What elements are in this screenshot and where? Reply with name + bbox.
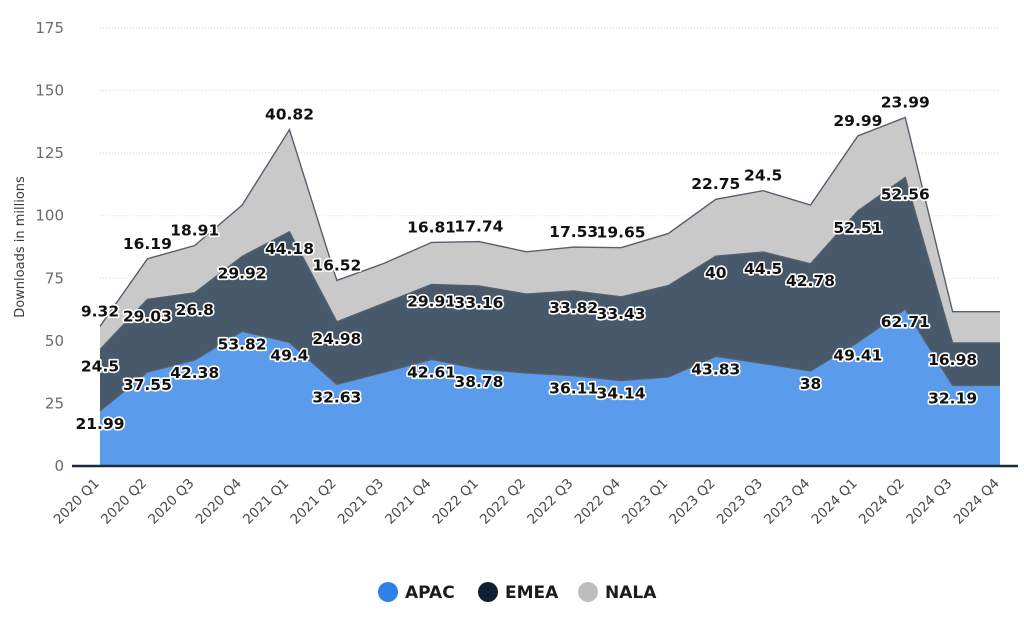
data-label: 22.75: [691, 175, 740, 193]
data-label: 16.98: [928, 351, 977, 369]
legend-swatch-nala[interactable]: [578, 582, 598, 602]
legend-label-nala[interactable]: NALA: [605, 583, 657, 603]
x-tick-label: 2021 Q1: [240, 476, 292, 528]
data-label: 24.5: [744, 167, 782, 185]
data-label: 49.41: [833, 346, 882, 364]
series-outline-nala: [99, 116, 1000, 327]
data-label: 29.03: [123, 307, 172, 325]
x-tick-label: 2020 Q3: [145, 476, 197, 528]
data-label: 43.83: [691, 360, 740, 378]
data-label: 9.32: [81, 302, 119, 320]
data-label: 44.18: [265, 240, 314, 258]
data-label: 29.91: [407, 292, 456, 310]
data-label: 53.82: [218, 335, 267, 353]
y-tick-label: 175: [35, 19, 64, 37]
x-tick-label: 2022 Q4: [572, 476, 624, 528]
x-tick-label: 2023 Q4: [761, 476, 813, 528]
chart-legend: APAC EMEA NALA: [378, 582, 657, 603]
y-axis-title: Downloads in millions: [13, 176, 28, 318]
x-tick-label: 2023 Q2: [666, 476, 718, 528]
x-tick-label: 2024 Q4: [951, 476, 1003, 528]
data-label: 37.55: [123, 376, 172, 394]
data-label: 17.53: [549, 223, 598, 241]
data-label: 38: [800, 375, 822, 393]
data-label: 62.71: [881, 313, 930, 331]
data-label: 36.11: [549, 380, 598, 398]
data-label: 40: [705, 264, 727, 282]
data-label: 26.8: [176, 301, 214, 319]
data-label: 42.78: [786, 272, 835, 290]
legend-swatch-apac[interactable]: [378, 582, 398, 602]
data-label: 29.92: [218, 264, 267, 282]
x-tick-label: 2024 Q2: [856, 476, 908, 528]
data-label: 42.61: [407, 363, 456, 381]
data-label: 16.52: [312, 256, 361, 274]
data-label: 33.43: [597, 305, 646, 323]
data-label: 40.82: [265, 106, 314, 124]
y-tick-label: 100: [35, 207, 64, 225]
data-label: 17.74: [454, 218, 503, 236]
data-label: 24.98: [312, 330, 361, 348]
area-series-group: [100, 117, 1000, 466]
series-outline-emea: [99, 176, 1000, 351]
x-tick-label: 2023 Q3: [714, 476, 766, 528]
data-label: 23.99: [881, 93, 930, 111]
x-tick-label: 2023 Q1: [619, 476, 671, 528]
y-axis-title-text: Downloads in millions: [13, 176, 28, 318]
x-tick-label: 2020 Q4: [193, 476, 245, 528]
data-label: 33.82: [549, 299, 598, 317]
x-tick-label: 2022 Q2: [477, 476, 529, 528]
y-tick-label: 150: [35, 82, 64, 100]
x-tick-label: 2022 Q3: [524, 476, 576, 528]
y-tick-label: 50: [45, 332, 64, 350]
y-tick-label: 125: [35, 144, 64, 162]
x-tick-label: 2020 Q2: [98, 476, 150, 528]
data-label: 42.38: [170, 364, 219, 382]
data-label: 18.91: [170, 222, 219, 240]
y-tick-label: 25: [45, 394, 64, 412]
legend-label-apac[interactable]: APAC: [405, 583, 455, 603]
data-label: 21.99: [75, 415, 124, 433]
y-tick-label: 75: [45, 269, 64, 287]
area-series-emea: [100, 177, 1000, 411]
legend-label-emea[interactable]: EMEA: [505, 583, 559, 603]
y-tick-label: 0: [54, 457, 64, 475]
data-label: 44.5: [744, 260, 782, 278]
data-label: 38.78: [454, 373, 503, 391]
data-label: 34.14: [597, 385, 646, 403]
series-outline-group: [99, 116, 1000, 412]
area-series-apac: [100, 309, 1000, 466]
data-label: 16.81: [407, 218, 456, 236]
data-label: 16.19: [123, 235, 172, 253]
data-label: 32.19: [928, 389, 977, 407]
data-label: 52.51: [833, 219, 882, 237]
series-outline-apac: [99, 308, 1000, 412]
area-series-nala: [100, 117, 1000, 350]
y-axis-ticks: 0 25 50 75 100 125 150 175: [35, 19, 64, 475]
data-label: 24.5: [81, 358, 119, 376]
data-label: 19.65: [597, 224, 646, 242]
legend-swatch-emea[interactable]: [478, 582, 498, 602]
x-tick-label: 2021 Q3: [335, 476, 387, 528]
data-label: 52.56: [881, 185, 930, 203]
data-label: 49.4: [270, 346, 308, 364]
x-tick-label: 2024 Q1: [808, 476, 860, 528]
data-label: 32.63: [312, 388, 361, 406]
x-tick-label: 2020 Q1: [51, 476, 103, 528]
data-label: 29.99: [833, 112, 882, 130]
x-tick-label: 2022 Q1: [430, 476, 482, 528]
data-label: 33.16: [454, 294, 503, 312]
x-tick-label: 2021 Q4: [382, 476, 434, 528]
x-tick-label: 2024 Q3: [903, 476, 955, 528]
x-tick-label: 2021 Q2: [287, 476, 339, 528]
